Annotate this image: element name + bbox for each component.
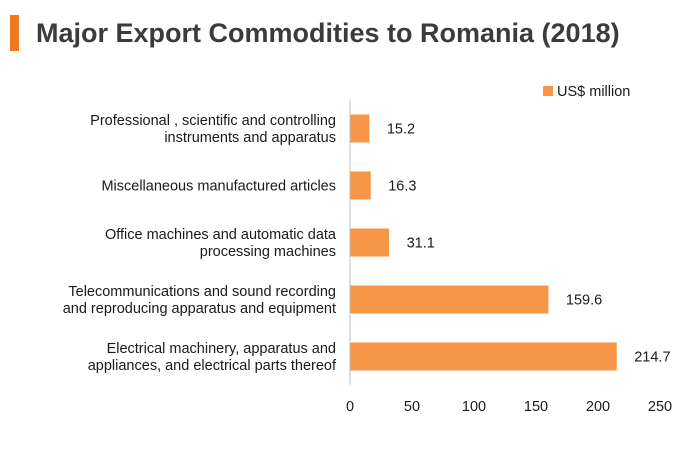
data-label: 159.6 bbox=[566, 293, 602, 309]
category-label: appliances, and electrical parts thereof bbox=[88, 358, 337, 374]
category-label: Electrical machinery, apparatus and bbox=[107, 341, 336, 357]
x-tick-label: 150 bbox=[524, 399, 548, 415]
category-label: Miscellaneous manufactured articles bbox=[101, 179, 336, 195]
data-label: 15.2 bbox=[387, 122, 415, 138]
category-label: Professional , scientific and controllin… bbox=[90, 113, 336, 129]
bar bbox=[350, 285, 549, 314]
bar bbox=[350, 171, 371, 200]
legend-label: US$ million bbox=[557, 84, 630, 100]
x-tick-label: 100 bbox=[462, 399, 486, 415]
data-label: 31.1 bbox=[407, 236, 435, 252]
x-tick-label: 50 bbox=[404, 399, 420, 415]
x-tick-label: 200 bbox=[586, 399, 610, 415]
data-label: 214.7 bbox=[634, 350, 670, 366]
category-label: Telecommunications and sound recording bbox=[68, 284, 336, 300]
category-label: instruments and apparatus bbox=[164, 130, 336, 146]
x-tick-label: 0 bbox=[346, 399, 354, 415]
title-accent-bar bbox=[10, 15, 19, 51]
bar bbox=[350, 114, 370, 143]
data-label: 16.3 bbox=[388, 179, 416, 195]
bar bbox=[350, 342, 617, 371]
page-title: Major Export Commodities to Romania (201… bbox=[36, 18, 620, 48]
legend-swatch bbox=[543, 86, 553, 96]
bar bbox=[350, 228, 390, 257]
x-tick-label: 250 bbox=[648, 399, 672, 415]
category-label: Office machines and automatic data bbox=[105, 227, 337, 243]
category-label: and reproducing apparatus and equipment bbox=[63, 301, 336, 317]
category-label: processing machines bbox=[200, 244, 336, 260]
